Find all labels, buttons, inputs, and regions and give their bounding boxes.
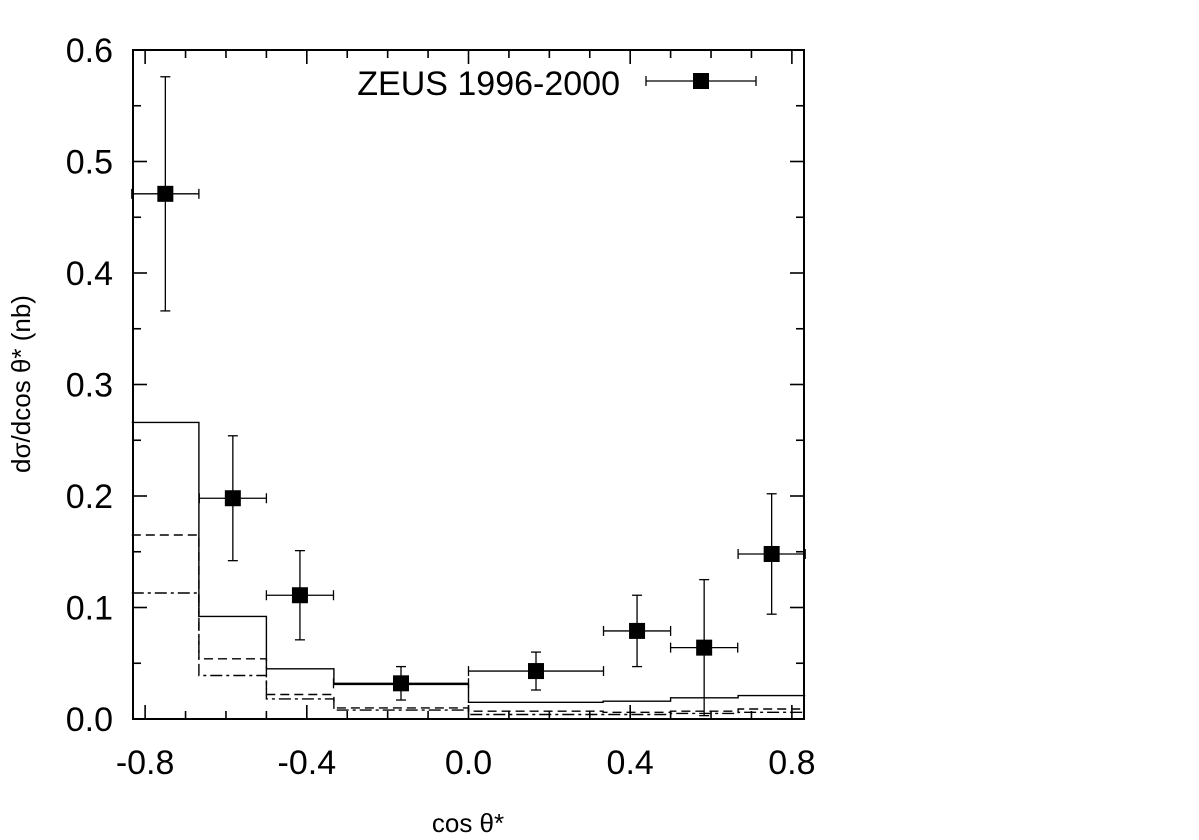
data-point [131,76,200,312]
data-point [669,578,739,717]
data-point [265,549,335,641]
legend: ZEUS 1996-2000 [357,65,757,103]
plot-frame [132,49,805,720]
x-tick-label: 0.4 [607,744,654,782]
y-tick-label: 0.3 [66,367,113,405]
axis-ticks [133,49,804,720]
y-tick-label: 0.5 [66,144,113,182]
x-tick-label: -0.4 [278,744,337,782]
tick-labels: -0.8 -0.4 0.0 0.4 0.8 0.0 0.1 0.2 0.3 0.4 0.5 0.6 [66,32,816,782]
data-point [602,594,672,668]
y-tick-label: 0.1 [66,590,113,628]
x-tick-label: -0.8 [116,744,175,782]
x-tick-label: 0.8 [768,744,815,782]
x-tick-label: 0.0 [445,744,492,782]
legend-marker [645,73,757,89]
data-points-layer [131,76,806,717]
y-tick-label: 0.2 [66,478,113,516]
x-axis-label: cos θ* [432,808,504,838]
legend-label: ZEUS 1996-2000 [357,65,620,103]
data-point [737,493,806,615]
data-point [467,651,605,691]
y-tick-label: 0.6 [66,32,113,70]
data-point [198,435,268,562]
y-axis-label: dσ/dcos θ* (nb) [6,295,36,473]
y-tick-label: 0.4 [66,255,113,293]
y-tick-label: 0.0 [66,701,113,739]
data-point [332,665,470,701]
